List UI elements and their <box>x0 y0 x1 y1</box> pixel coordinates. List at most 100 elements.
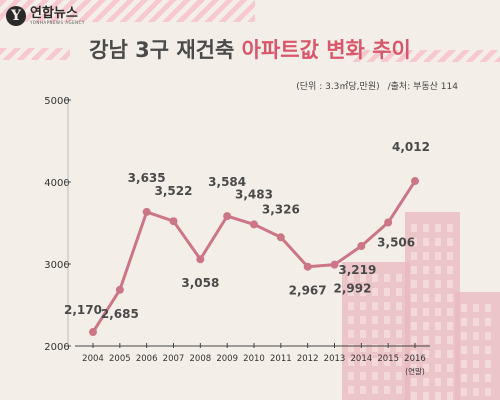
building-window <box>411 294 417 302</box>
logo-subtitle: YONHAPNEWS AGENCY <box>30 20 85 25</box>
building-window <box>372 386 378 394</box>
building-window <box>348 316 354 324</box>
building-window <box>447 322 453 330</box>
building-window <box>384 302 390 310</box>
building-window <box>435 336 441 344</box>
building-window <box>447 308 453 316</box>
x-tick-label: 2014 <box>351 354 373 364</box>
building-window <box>396 288 402 296</box>
building-window <box>485 388 491 396</box>
building-window <box>423 364 429 372</box>
building-window <box>360 386 366 394</box>
data-point <box>142 207 151 216</box>
y-tick-label: 5000 <box>44 96 69 107</box>
building-window <box>348 288 354 296</box>
data-label: 3,522 <box>155 184 193 198</box>
building-window <box>423 238 429 246</box>
x-axis-unit-label: (연말) <box>405 367 425 376</box>
building-window <box>411 252 417 260</box>
building-window <box>360 372 366 380</box>
axes: 2000 3000 4000 5000 2004 2005 2006 2007 2008 2009… <box>44 96 430 376</box>
building-window <box>435 294 441 302</box>
title-main: 강남 3구 재건축 <box>89 38 242 62</box>
building-window <box>473 374 479 382</box>
x-tick-label: 2009 <box>216 354 238 364</box>
building-window <box>435 378 441 386</box>
building-window <box>372 316 378 324</box>
building-window <box>423 308 429 316</box>
building-window <box>485 374 491 382</box>
building-window <box>411 350 417 358</box>
logo: Y 연합뉴스 YONHAPNEWS AGENCY <box>6 6 85 26</box>
building-window <box>396 372 402 380</box>
building-window <box>360 316 366 324</box>
building-window <box>435 238 441 246</box>
building-window <box>485 318 491 326</box>
logo-mark-icon: Y <box>6 6 26 26</box>
x-tick-label: 2016 <box>404 354 426 364</box>
building-window <box>447 294 453 302</box>
building-window <box>473 332 479 340</box>
building-window <box>372 358 378 366</box>
x-tick-label: 2007 <box>163 354 185 364</box>
building-window <box>396 358 402 366</box>
building-window <box>473 318 479 326</box>
building-window <box>435 392 441 400</box>
data-point <box>169 217 178 226</box>
data-label: 3,326 <box>262 202 300 216</box>
building-window <box>473 304 479 312</box>
building-window <box>473 346 479 354</box>
building-window <box>461 332 467 340</box>
building-window <box>348 302 354 310</box>
building-window <box>447 224 453 232</box>
building-window <box>411 280 417 288</box>
building-window <box>423 336 429 344</box>
building-window <box>372 372 378 380</box>
building-window <box>411 238 417 246</box>
building-window <box>435 224 441 232</box>
data-label: 2,170 <box>64 303 102 317</box>
building-window <box>384 288 390 296</box>
building-window <box>411 392 417 400</box>
logo-name: 연합뉴스 <box>30 6 78 21</box>
source-note: /출처: 부동산 114 <box>387 82 458 92</box>
building-window <box>396 302 402 310</box>
building-window <box>396 330 402 338</box>
building-window <box>411 266 417 274</box>
building-window <box>384 372 390 380</box>
building-window <box>348 386 354 394</box>
building-window <box>360 288 366 296</box>
building-window <box>435 364 441 372</box>
building-window <box>423 280 429 288</box>
building-window <box>461 388 467 396</box>
building-window <box>384 316 390 324</box>
data-point <box>330 260 339 269</box>
data-point <box>384 218 393 227</box>
building-window <box>473 388 479 396</box>
building-window <box>423 350 429 358</box>
building-window <box>360 358 366 366</box>
building-window <box>447 266 453 274</box>
building-window <box>384 358 390 366</box>
data-point <box>250 220 258 229</box>
x-tick-label: 2004 <box>82 354 104 364</box>
data-point <box>303 262 312 271</box>
building-window <box>360 302 366 310</box>
data-label: 3,506 <box>377 236 415 250</box>
x-tick-label: 2011 <box>270 354 292 364</box>
x-tick-label: 2010 <box>243 354 265 364</box>
building-window <box>461 360 467 368</box>
unit-note-row: (단위 : 3.3㎡당,만원) /출처: 부동산 114 <box>296 79 458 92</box>
building-window <box>423 294 429 302</box>
building-window <box>435 350 441 358</box>
building-window <box>447 238 453 246</box>
y-tick-label: 4000 <box>44 178 69 189</box>
building-window <box>384 274 390 282</box>
building-illustration <box>342 212 500 400</box>
building-window <box>485 332 491 340</box>
building-window <box>447 364 453 372</box>
building-window <box>348 358 354 366</box>
building-window <box>384 344 390 352</box>
building-window <box>396 386 402 394</box>
